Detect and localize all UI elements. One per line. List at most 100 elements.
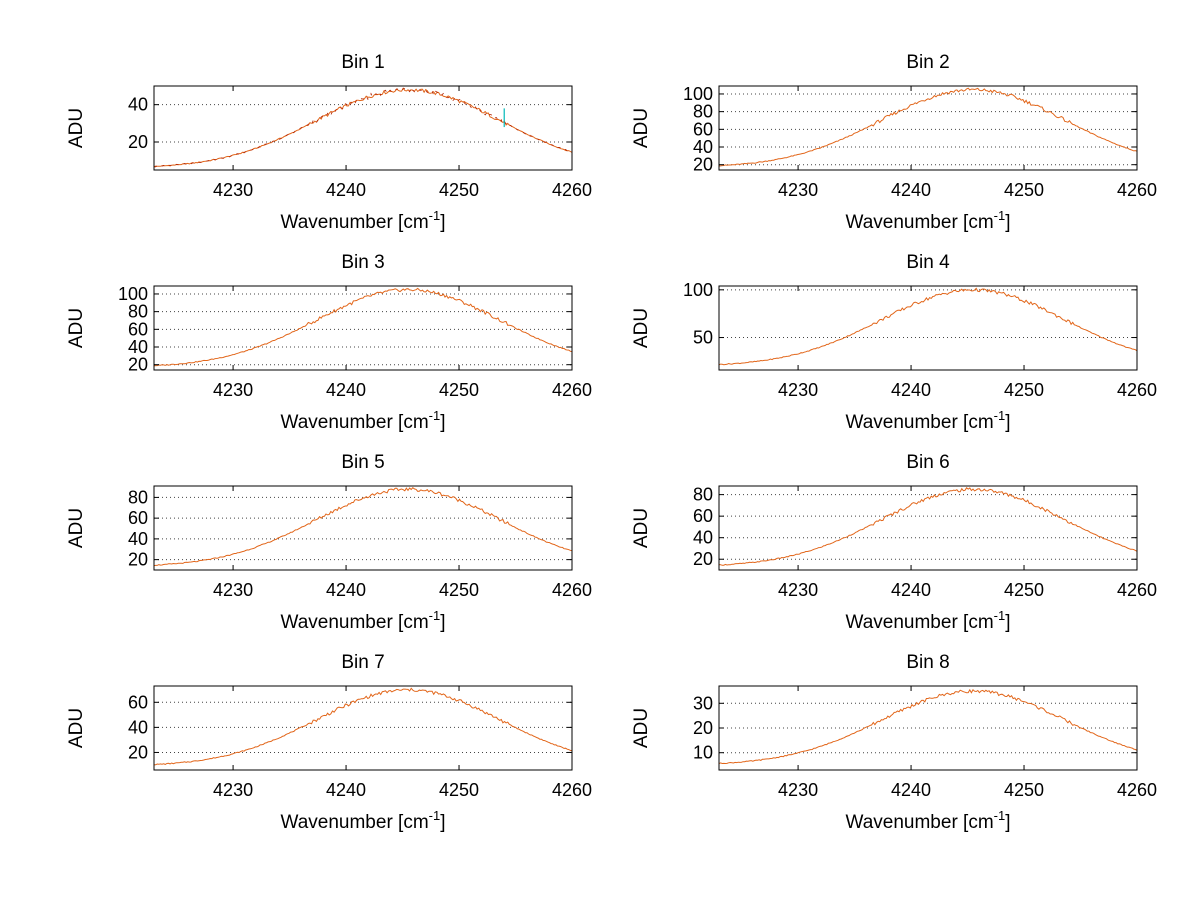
x-tick-label: 4240 — [891, 380, 931, 400]
plot-title: Bin 8 — [906, 652, 949, 673]
x-tick-label: 4250 — [1004, 380, 1044, 400]
subplot-bin-1: 4230 4240 4250 4260 20 40 Bin 1 ADU Wavenumber [… — [42, 36, 607, 236]
y-tick-label: 20 — [693, 718, 713, 738]
x-tick-label: 4230 — [778, 780, 818, 800]
y-axis-label: ADU — [631, 508, 652, 548]
y-tick-label: 10 — [693, 743, 713, 763]
y-tick-label: 40 — [693, 528, 713, 548]
y-tick-label: 100 — [683, 280, 713, 300]
x-tick-label: 4260 — [552, 180, 592, 200]
y-tick-label: 60 — [693, 119, 713, 139]
plot-title: Bin 3 — [341, 252, 384, 273]
spectrum-line — [153, 87, 573, 168]
x-axis-label: Wavenumber [cm-1] — [845, 208, 1010, 233]
y-tick-label: 20 — [693, 549, 713, 569]
y-tick-label: 100 — [683, 84, 713, 104]
y-axis-label: ADU — [66, 108, 87, 148]
plot-title: Bin 4 — [906, 252, 950, 273]
plot-title: Bin 2 — [906, 52, 949, 73]
x-tick-label: 4240 — [326, 780, 366, 800]
subplot-bin-7: 4230 4240 4250 4260 20 40 60 Bin 7 ADU Wavenumber… — [42, 636, 607, 836]
y-tick-label: 20 — [128, 355, 148, 375]
x-axis-label: Wavenumber [cm-1] — [845, 808, 1010, 833]
spectrum-line — [153, 287, 573, 367]
axes-box — [718, 485, 1138, 571]
y-axis-label: ADU — [66, 308, 87, 348]
y-axis-label: ADU — [66, 708, 87, 748]
y-tick-label: 50 — [693, 328, 713, 348]
x-tick-label: 4240 — [326, 580, 366, 600]
y-tick-label: 20 — [693, 155, 713, 175]
y-axis-label: ADU — [631, 708, 652, 748]
plot-svg-bin-4: 4230 4240 4250 4260 50 100 Bin 4 ADU Wavenumber … — [631, 252, 1157, 433]
plot-title: Bin 6 — [906, 452, 949, 473]
y-axis-label: ADU — [631, 308, 652, 348]
x-tick-label: 4250 — [1004, 180, 1044, 200]
x-tick-label: 4240 — [891, 580, 931, 600]
plot-svg-bin-1: 4230 4240 4250 4260 20 40 Bin 1 ADU Wavenumber [… — [66, 52, 592, 233]
subplot-bin-3: 4230 4240 4250 4260 20 40 60 80 100 Bin 3 ADU Waven… — [42, 236, 607, 436]
plot-title: Bin 5 — [341, 452, 384, 473]
y-tick-label: 60 — [693, 506, 713, 526]
spectrum-line — [718, 287, 1138, 366]
x-tick-label: 4250 — [439, 380, 479, 400]
x-tick-label: 4230 — [778, 380, 818, 400]
x-tick-label: 4250 — [439, 180, 479, 200]
axes-box — [153, 285, 573, 371]
y-tick-label: 100 — [118, 284, 148, 304]
spectrum-line — [718, 688, 1138, 765]
spectrum-line — [153, 487, 573, 567]
spectrum-line — [718, 87, 1138, 167]
y-tick-label: 40 — [128, 337, 148, 357]
spectrum-line — [718, 487, 1138, 566]
x-tick-label: 4260 — [1117, 180, 1157, 200]
subplot-bin-6: 4230 4240 4250 4260 20 40 60 80 Bin 6 ADU Wavenumb… — [607, 436, 1172, 636]
axes-box — [153, 85, 573, 171]
plot-svg-bin-8: 4230 4240 4250 4260 10 20 30 Bin 8 ADU Wavenumber… — [631, 652, 1157, 833]
y-tick-label: 40 — [128, 529, 148, 549]
spectrum-line-overlay — [153, 86, 573, 168]
figure: 4230 4240 4250 4260 20 40 Bin 1 ADU Wavenumber [… — [42, 36, 1172, 836]
axes-box — [718, 85, 1138, 171]
subplot-bin-5: 4230 4240 4250 4260 20 40 60 80 Bin 5 ADU Wavenumb… — [42, 436, 607, 636]
x-axis-label: Wavenumber [cm-1] — [280, 608, 445, 633]
y-tick-label: 30 — [693, 693, 713, 713]
y-tick-label: 40 — [693, 137, 713, 157]
subplot-bin-2: 4230 4240 4250 4260 20 40 60 80 100 Bin 2 ADU Waven… — [607, 36, 1172, 236]
x-axis-label: Wavenumber [cm-1] — [845, 608, 1010, 633]
x-tick-label: 4230 — [778, 180, 818, 200]
x-axis-label: Wavenumber [cm-1] — [280, 208, 445, 233]
x-tick-label: 4240 — [891, 180, 931, 200]
axes-box — [153, 485, 573, 571]
y-tick-label: 60 — [128, 508, 148, 528]
x-tick-label: 4260 — [1117, 580, 1157, 600]
x-tick-label: 4240 — [891, 780, 931, 800]
x-tick-label: 4260 — [1117, 380, 1157, 400]
x-tick-label: 4230 — [213, 380, 253, 400]
y-tick-label: 80 — [128, 487, 148, 507]
x-tick-label: 4230 — [213, 780, 253, 800]
y-tick-label: 80 — [693, 102, 713, 122]
x-tick-label: 4260 — [1117, 780, 1157, 800]
plot-title: Bin 7 — [341, 652, 384, 673]
y-axis-label: ADU — [631, 108, 652, 148]
x-tick-label: 4230 — [213, 180, 253, 200]
axes-box — [718, 285, 1138, 371]
x-tick-label: 4250 — [439, 780, 479, 800]
y-tick-label: 80 — [693, 485, 713, 505]
x-tick-label: 4240 — [326, 180, 366, 200]
x-axis-label: Wavenumber [cm-1] — [280, 408, 445, 433]
y-tick-label: 20 — [128, 742, 148, 762]
x-tick-label: 4250 — [1004, 580, 1044, 600]
subplot-bin-4: 4230 4240 4250 4260 50 100 Bin 4 ADU Wavenumber … — [607, 236, 1172, 436]
x-axis-label: Wavenumber [cm-1] — [280, 808, 445, 833]
y-axis-label: ADU — [66, 508, 87, 548]
y-tick-label: 20 — [128, 550, 148, 570]
plot-svg-bin-7: 4230 4240 4250 4260 20 40 60 Bin 7 ADU Wavenumber… — [66, 652, 592, 833]
plot-title: Bin 1 — [341, 52, 384, 73]
axes-box — [153, 685, 573, 771]
